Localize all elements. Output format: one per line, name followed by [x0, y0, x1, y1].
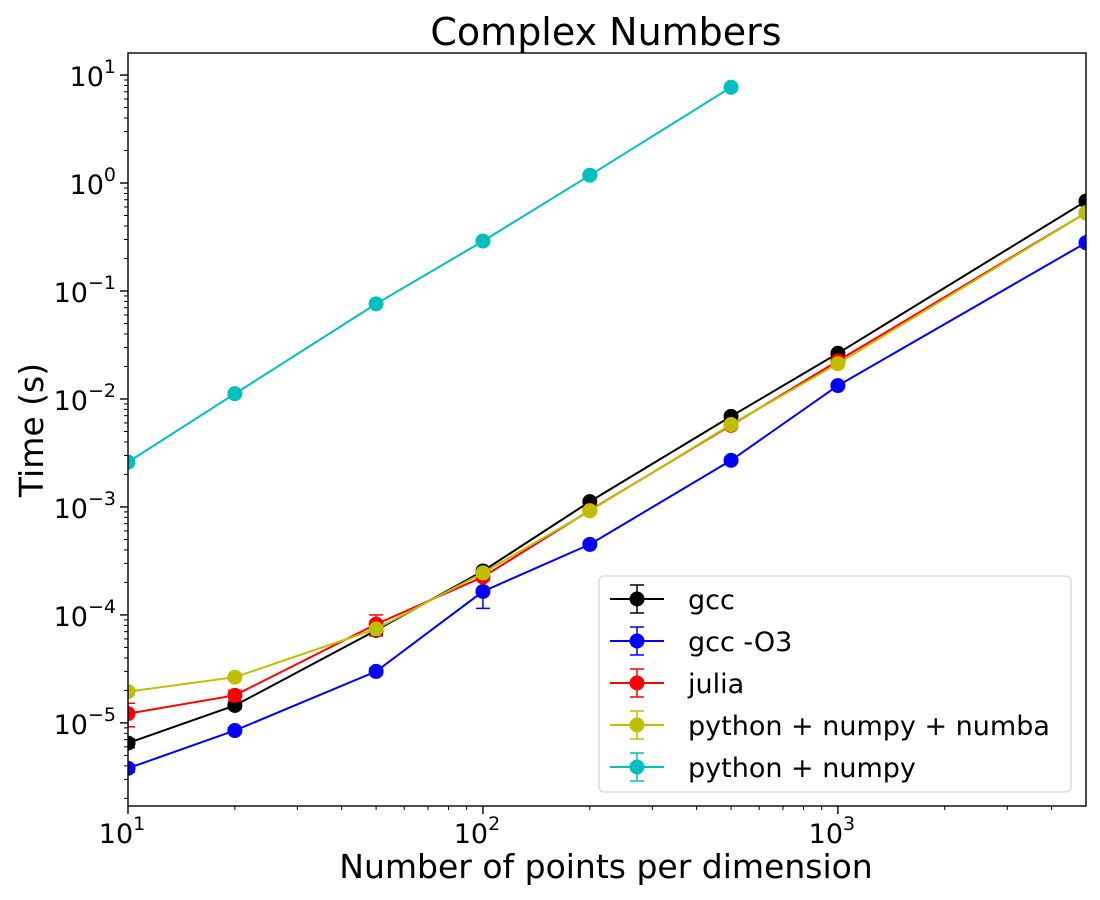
- data-point: [1078, 235, 1086, 251]
- data-point: [475, 583, 491, 599]
- legend-marker: [629, 633, 645, 649]
- data-point: [1078, 193, 1086, 209]
- y-tick-label: 101: [70, 56, 116, 93]
- series-line: [128, 241, 1086, 770]
- data-point: [723, 452, 739, 468]
- data-point: [227, 687, 243, 703]
- legend-label: python + numpy + numba: [688, 711, 1050, 742]
- legend-label: gcc -O3: [688, 627, 792, 658]
- data-point: [475, 565, 491, 581]
- legend-marker: [629, 717, 645, 733]
- legend-box: [598, 575, 1072, 793]
- x-tick-label: 102: [454, 813, 500, 850]
- x-axis-label: Number of points per dimension: [339, 847, 872, 886]
- series-4: [128, 79, 739, 470]
- data-point: [128, 706, 136, 722]
- legend-label: julia: [687, 669, 744, 700]
- series-layer: [128, 79, 1086, 776]
- legend: gcc gcc -O3 julia python + numpy + numba pyt…: [598, 575, 1072, 793]
- data-point: [227, 669, 243, 685]
- legend-label: python + numpy: [688, 753, 916, 784]
- data-point: [368, 296, 384, 312]
- data-point: [582, 536, 598, 552]
- series-3: [128, 205, 1086, 700]
- data-point: [582, 503, 598, 519]
- y-tick-label: 10−1: [54, 272, 116, 309]
- data-point: [128, 684, 136, 700]
- data-point: [830, 356, 846, 372]
- y-tick-label: 10−3: [54, 488, 116, 525]
- y-tick-label: 10−2: [54, 380, 116, 417]
- data-point: [475, 233, 491, 249]
- legend-label: gcc: [688, 585, 735, 616]
- x-tick-label: 103: [809, 813, 855, 850]
- series-line: [128, 86, 732, 463]
- series-line: [128, 211, 1086, 715]
- data-point: [582, 167, 598, 183]
- data-point: [128, 454, 136, 470]
- legend-marker: [629, 759, 645, 775]
- data-point: [723, 417, 739, 433]
- data-point: [128, 760, 136, 776]
- plot-area: 101 102 103 10−5 10−4 10−3 10−2 10−1 100 101: [54, 52, 1087, 850]
- y-tick-label: 10−5: [54, 704, 116, 741]
- data-point: [723, 79, 739, 95]
- x-tick-label: 101: [99, 813, 145, 850]
- data-point: [227, 386, 243, 402]
- data-point: [368, 663, 384, 679]
- series-line: [128, 211, 1086, 693]
- y-tick-label: 10−4: [54, 596, 116, 633]
- series-1: [128, 235, 1086, 776]
- y-tick-label: 100: [70, 164, 116, 201]
- data-point: [227, 723, 243, 739]
- legend-marker: [629, 591, 645, 607]
- data-point: [368, 621, 384, 637]
- data-point: [128, 735, 136, 751]
- data-point: [830, 378, 846, 394]
- legend-marker: [629, 675, 645, 691]
- y-axis-label: Time (s): [12, 363, 51, 498]
- data-point: [1078, 205, 1086, 221]
- plot-frame: [127, 52, 1087, 807]
- chart-title: Complex Numbers: [430, 10, 781, 54]
- series-line: [128, 200, 1086, 745]
